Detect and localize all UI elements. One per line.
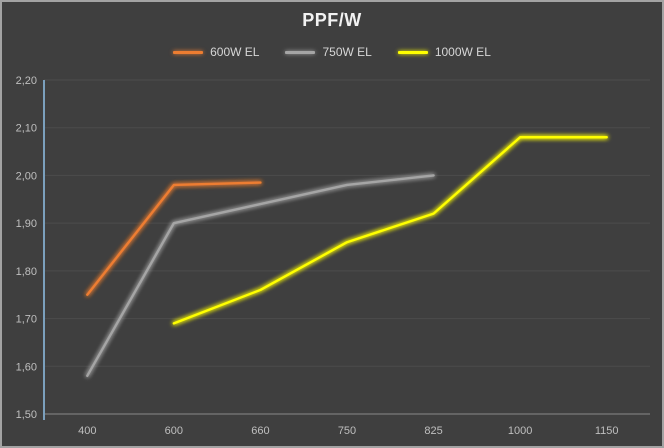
y-tick-label: 1,80 — [16, 266, 37, 278]
series-line-600w-el — [86, 181, 262, 296]
x-tick-label: 400 — [78, 425, 96, 437]
legend-label: 600W EL — [210, 45, 260, 59]
y-tick-label: 2,10 — [16, 123, 37, 135]
x-tick-label: 825 — [424, 425, 442, 437]
series-line-1000w-el — [172, 136, 608, 325]
x-tick-label: 600 — [165, 425, 183, 437]
x-tick-label: 1150 — [595, 425, 619, 437]
legend-swatch-600w-el — [173, 50, 204, 54]
y-tick-label: 1,60 — [16, 361, 37, 373]
legend-item-600w-el: 600W EL — [173, 45, 259, 59]
y-tick-label: 2,00 — [16, 170, 37, 182]
y-tick-label: 1,90 — [16, 218, 37, 230]
y-tick-label: 2,20 — [16, 75, 37, 87]
legend-item-1000w-el: 1000W EL — [397, 45, 491, 59]
chart-title: PPF/W — [302, 10, 362, 30]
y-tick-label: 1,70 — [16, 314, 37, 326]
x-tick-label: 1000 — [508, 425, 532, 437]
series-line-750w-el — [86, 174, 435, 378]
x-tick-label: 750 — [338, 425, 356, 437]
chart-legend: 600W EL 750W EL 1000W EL — [2, 45, 662, 59]
y-tick-label: 1,50 — [16, 409, 37, 421]
legend-label: 1000W EL — [434, 45, 491, 59]
x-tick-label: 660 — [251, 425, 269, 437]
legend-swatch-1000w-el — [397, 50, 428, 54]
legend-label: 750W EL — [322, 45, 372, 59]
legend-item-750w-el: 750W EL — [285, 45, 372, 59]
legend-swatch-750w-el — [285, 50, 316, 54]
